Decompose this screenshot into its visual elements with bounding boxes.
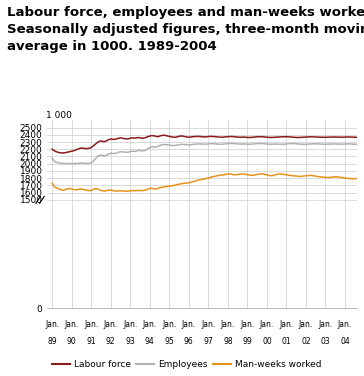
Text: Jan.: Jan. [318,320,333,329]
Text: Jan.: Jan. [45,320,59,329]
Text: 91: 91 [86,337,96,346]
Text: 97: 97 [203,337,213,346]
Text: 98: 98 [223,337,233,346]
Text: Jan.: Jan. [279,320,294,329]
Text: Jan.: Jan. [84,320,98,329]
Text: Jan.: Jan. [260,320,274,329]
Text: Jan.: Jan. [162,320,177,329]
Legend: Labour force, Employees, Man-weeks worked: Labour force, Employees, Man-weeks worke… [49,356,325,372]
Text: Jan.: Jan. [201,320,215,329]
Text: 04: 04 [340,337,350,346]
Text: Jan.: Jan. [182,320,196,329]
Text: 90: 90 [67,337,76,346]
Text: 02: 02 [301,337,311,346]
Text: 95: 95 [165,337,174,346]
Text: Jan.: Jan. [104,320,118,329]
Text: Jan.: Jan. [299,320,313,329]
Text: Labour force, employees and man-weeks worked.
Seasonally adjusted figures, three: Labour force, employees and man-weeks wo… [7,6,364,53]
Text: 99: 99 [242,337,252,346]
Text: 1 000: 1 000 [46,111,72,120]
Text: 94: 94 [145,337,155,346]
Text: 00: 00 [262,337,272,346]
Text: 89: 89 [47,337,57,346]
Text: Jan.: Jan. [240,320,254,329]
Text: Jan.: Jan. [64,320,79,329]
Text: 01: 01 [282,337,291,346]
Text: Jan.: Jan. [338,320,352,329]
Text: 96: 96 [184,337,194,346]
Text: Jan.: Jan. [143,320,157,329]
Text: 92: 92 [106,337,116,346]
Text: 93: 93 [126,337,135,346]
Text: 03: 03 [321,337,331,346]
Text: Jan.: Jan. [221,320,235,329]
Text: Jan.: Jan. [123,320,137,329]
